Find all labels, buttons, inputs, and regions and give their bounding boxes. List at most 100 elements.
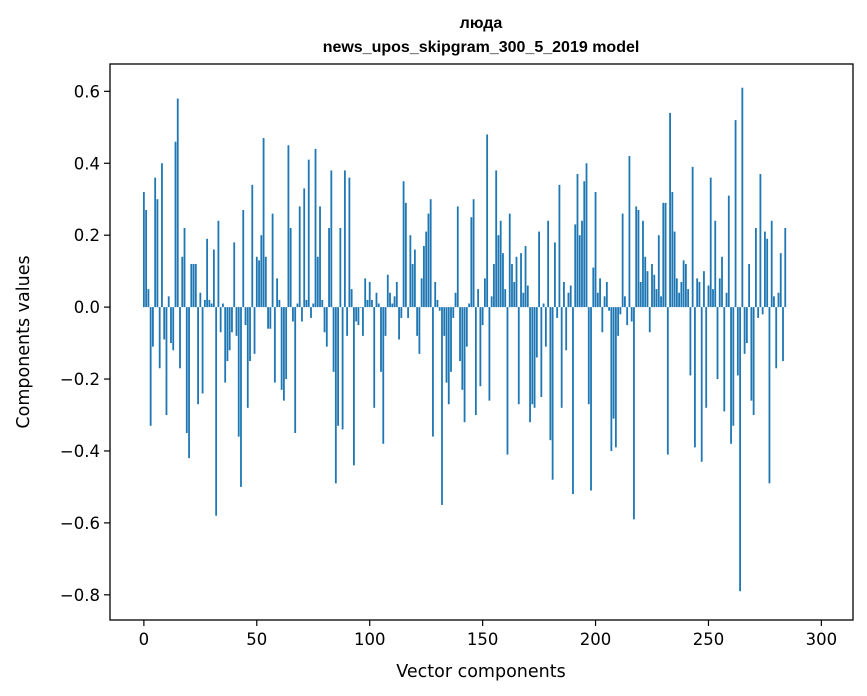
bar: [253, 307, 256, 354]
bar: [411, 263, 414, 308]
bar: [237, 307, 240, 437]
bar: [775, 307, 778, 369]
bar: [725, 292, 728, 308]
bar: [506, 307, 509, 455]
bar: [495, 170, 498, 308]
bar: [194, 263, 197, 308]
bar: [736, 307, 739, 376]
bar: [337, 307, 339, 426]
bar: [276, 278, 279, 308]
bar: [398, 307, 400, 340]
bar: [481, 307, 484, 326]
bar: [343, 170, 346, 308]
bar: [766, 238, 769, 308]
bar: [199, 292, 202, 308]
bar: [567, 292, 570, 308]
bar: [418, 307, 421, 354]
bar: [203, 299, 206, 308]
bar: [639, 281, 642, 308]
bar: [231, 307, 233, 333]
bar: [524, 245, 527, 308]
x-tick-label: 300: [806, 630, 838, 649]
bar: [601, 307, 604, 333]
x-tick-label: 50: [246, 630, 267, 649]
bar: [246, 307, 249, 408]
bar: [705, 307, 708, 408]
bar: [427, 213, 430, 308]
bar: [700, 307, 703, 462]
bar: [603, 296, 606, 308]
bar: [280, 307, 283, 390]
bar: [294, 307, 297, 433]
bar: [212, 249, 215, 308]
bar: [572, 307, 574, 495]
bar: [366, 299, 369, 308]
bar: [267, 307, 269, 329]
bar: [222, 303, 224, 308]
bar: [183, 227, 186, 308]
bar: [585, 163, 588, 308]
y-tick-label: 0.4: [74, 154, 100, 173]
bar: [341, 307, 344, 430]
bar: [334, 307, 337, 484]
bar: [493, 263, 495, 308]
bar: [718, 278, 721, 308]
bar: [217, 220, 220, 308]
bar: [389, 292, 391, 308]
bar: [576, 174, 579, 308]
bar: [208, 299, 211, 308]
bar: [224, 307, 227, 383]
bar: [158, 307, 161, 369]
bar: [486, 134, 489, 308]
bar: [244, 307, 247, 326]
bar: [450, 307, 452, 372]
y-tick-label: −0.6: [60, 514, 100, 533]
bar: [402, 181, 405, 308]
bar: [285, 307, 288, 380]
bar: [310, 307, 312, 318]
bar: [165, 307, 168, 416]
bar: [653, 274, 656, 308]
bar: [680, 281, 683, 308]
bar: [289, 227, 292, 308]
bar: [626, 307, 629, 326]
bar: [513, 281, 516, 308]
bar: [712, 289, 714, 308]
bar: [732, 307, 735, 426]
bar: [526, 285, 529, 308]
bar: [779, 253, 782, 308]
x-tick-label: 200: [580, 630, 612, 649]
bar: [678, 292, 681, 308]
bar: [563, 281, 565, 308]
bar: [628, 156, 631, 308]
bar: [782, 307, 784, 362]
bar: [479, 307, 482, 387]
bar: [192, 263, 195, 308]
bar: [560, 307, 563, 408]
bar: [644, 256, 647, 308]
bar: [578, 235, 581, 308]
y-axis-label: Components values: [14, 255, 34, 428]
bar: [377, 303, 380, 308]
bar: [477, 289, 480, 308]
bar: [172, 307, 175, 351]
bar: [226, 307, 229, 362]
bar: [154, 177, 157, 308]
bar: [443, 307, 446, 336]
bar: [170, 307, 172, 344]
bar: [176, 98, 179, 308]
bar: [605, 281, 608, 308]
bar: [721, 256, 723, 308]
bar: [666, 307, 669, 455]
bar: [504, 289, 507, 308]
bar: [583, 181, 586, 308]
bar: [181, 256, 184, 308]
bar: [517, 307, 520, 405]
bar: [386, 274, 389, 308]
bar: [529, 307, 531, 423]
bar: [488, 307, 491, 401]
bar: [592, 267, 595, 308]
bar: [197, 307, 199, 405]
bar: [416, 307, 419, 336]
bar: [617, 307, 620, 336]
